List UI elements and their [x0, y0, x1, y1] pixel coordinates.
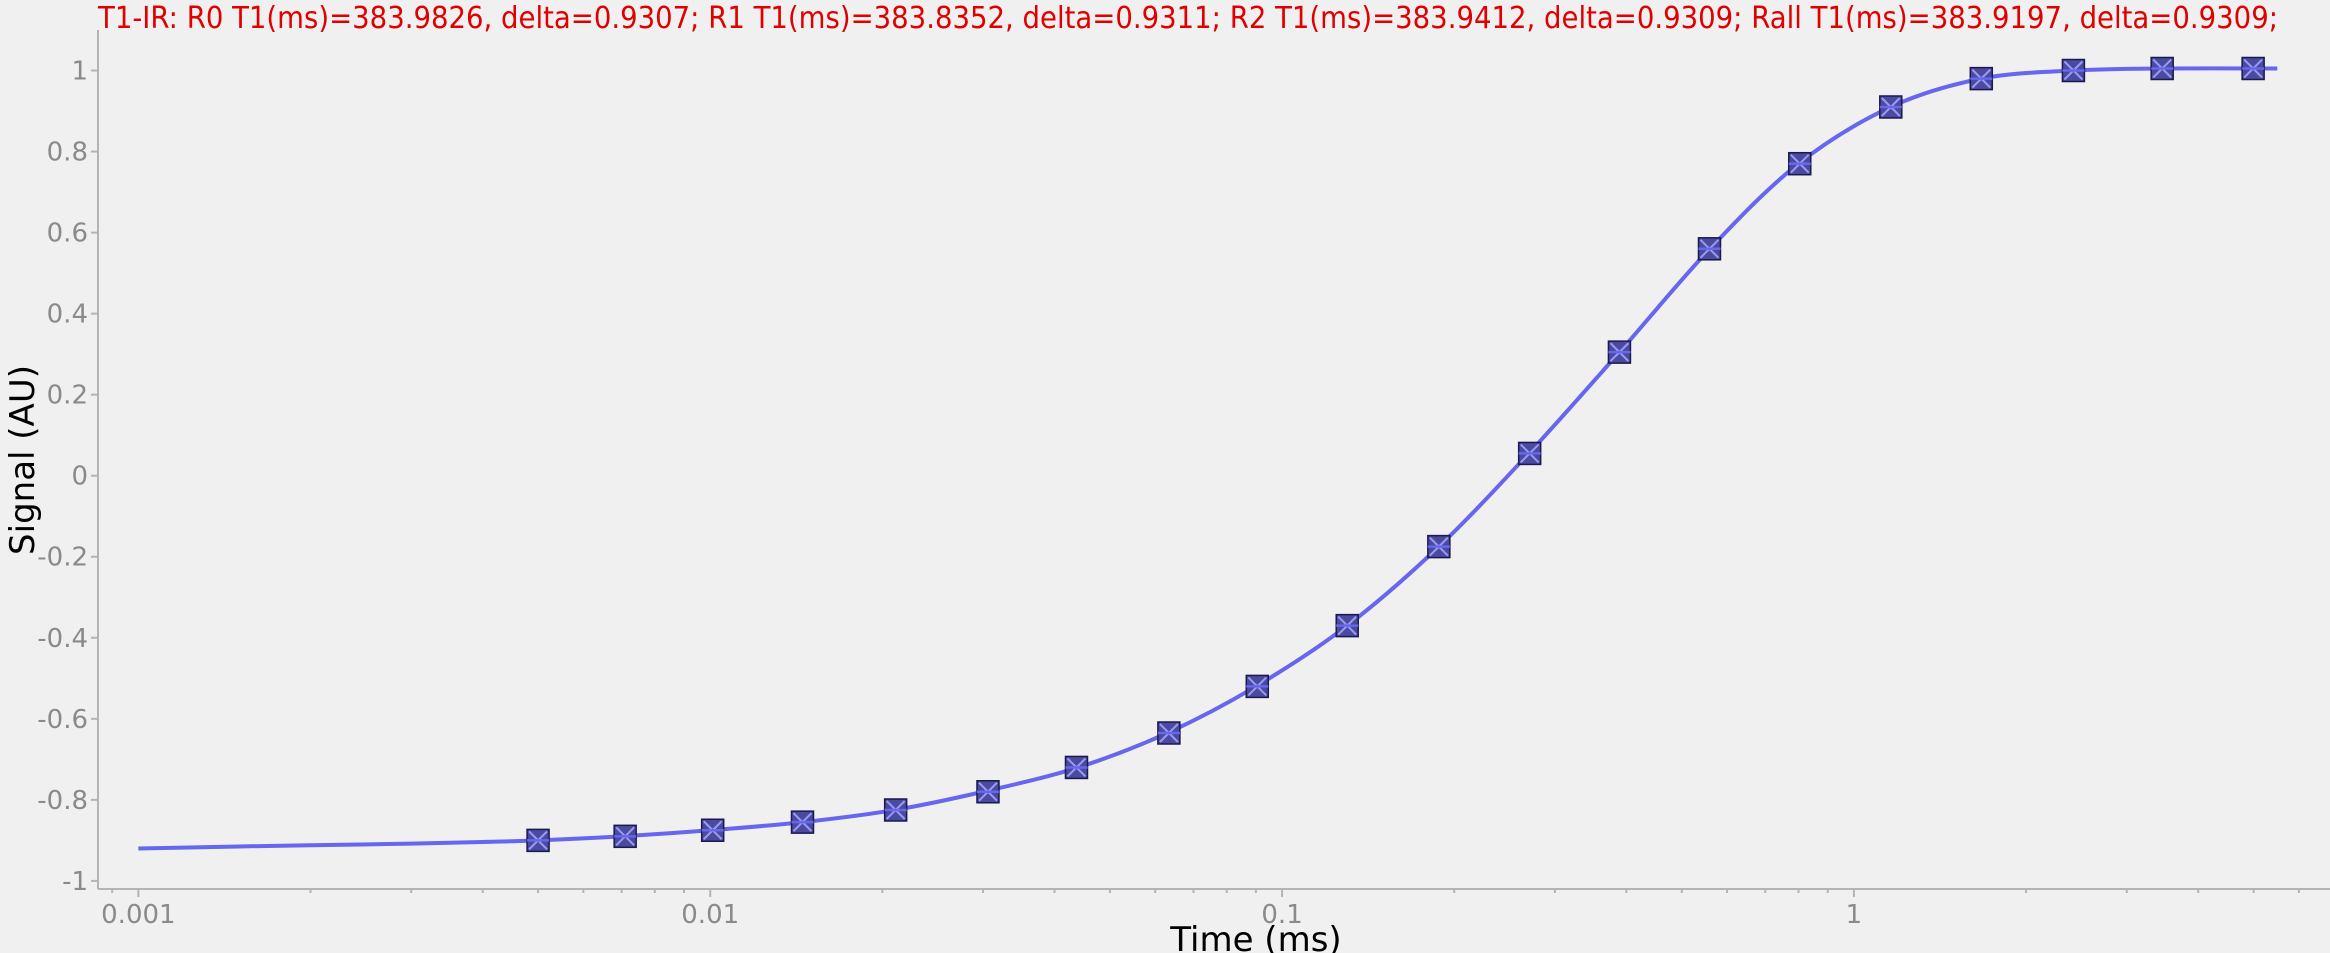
data-point: [1245, 674, 1270, 699]
data-point: [613, 824, 637, 849]
fit-curve: [138, 66, 2278, 851]
y-axis-label: Signal (AU): [3, 365, 43, 555]
x-tick-label: 0.001: [101, 900, 175, 930]
x-axis-label: Time (ms): [1169, 920, 1341, 953]
data-point: [976, 780, 1000, 804]
data-point: [1064, 755, 1089, 780]
data-point: [1697, 237, 1722, 261]
data-point: [1335, 613, 1359, 638]
data-point: [1427, 534, 1451, 559]
data-point: [1157, 721, 1181, 745]
y-tick-label: -0.4: [37, 624, 88, 654]
y-tick-label: 1: [71, 57, 88, 87]
data-point: [2150, 56, 2174, 81]
data-point: [1879, 95, 1903, 119]
data-point: [1517, 441, 1542, 466]
axes: [97, 30, 2330, 890]
data-point: [883, 798, 908, 822]
x-tick-label: 0.01: [681, 900, 739, 930]
data-point: [700, 818, 725, 842]
y-tick-label: 0.8: [47, 138, 88, 168]
fit-curve-group: [138, 66, 2278, 851]
data-point: [790, 810, 815, 834]
y-tick-label: -1: [62, 867, 88, 897]
y-tick-label: -0.6: [37, 705, 88, 735]
data-point: [1969, 66, 1994, 91]
x-tick-label: 1: [1846, 900, 1863, 930]
data-point: [526, 828, 550, 853]
y-tick-label: 0: [71, 462, 88, 492]
y-tick-label: 0.6: [47, 219, 88, 249]
data-point: [1607, 340, 1632, 364]
data-point: [2241, 56, 2265, 81]
y-ticks: -1 -0.8 -0.6 -0.4 -0.2 0 0.2 0.4 0.6 0.8 1: [37, 57, 98, 897]
x-tick-label: 0.1: [1261, 900, 1302, 930]
y-tick-label: 0.2: [47, 381, 88, 411]
chart-title: T1-IR: R0 T1(ms)=383.9826, delta=0.9307;…: [97, 1, 2278, 36]
y-tick-label: -0.8: [37, 786, 88, 816]
data-point: [1787, 151, 1812, 176]
y-tick-label: 0.4: [47, 300, 88, 330]
x-ticks: 0.001 0.01 0.1 1: [101, 889, 2300, 930]
y-tick-label: -0.2: [37, 543, 88, 573]
data-point: [2061, 58, 2086, 83]
data-points-group: [526, 56, 2265, 853]
